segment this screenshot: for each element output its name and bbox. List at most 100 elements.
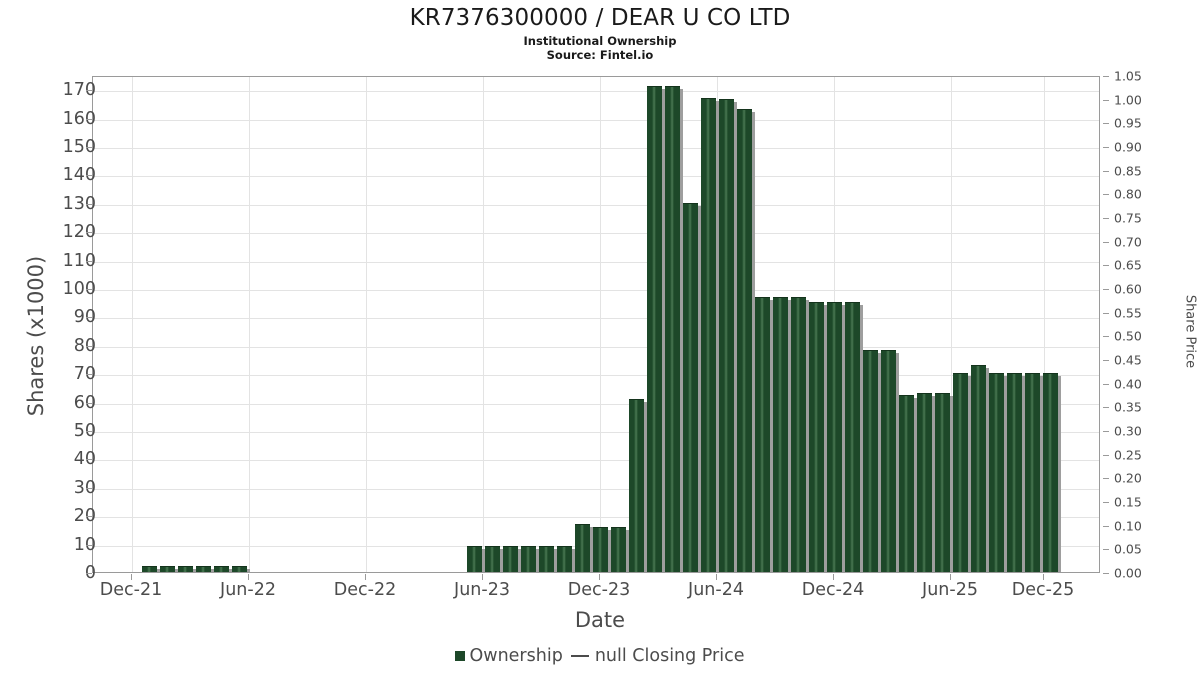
bar[interactable]	[809, 302, 827, 572]
y-axis-left-tick-label: 120	[62, 222, 96, 243]
bar[interactable]	[755, 296, 773, 572]
x-axis-tick-mark	[482, 574, 483, 580]
bar-cap	[1043, 373, 1058, 375]
y-axis-left-tick-label: 60	[73, 392, 96, 413]
bar[interactable]	[665, 86, 683, 572]
y-axis-left-tick-label: 50	[73, 421, 96, 441]
bar[interactable]	[719, 99, 737, 572]
x-axis-tick-label: Jun-25	[922, 580, 978, 600]
y-axis-right-tick-mark	[1103, 383, 1109, 385]
y-axis-right-tick-label: 0.70	[1114, 234, 1142, 250]
y-axis-right-tick-mark	[1103, 573, 1109, 574]
y-axis-right-tick-mark	[1103, 360, 1109, 361]
bar[interactable]	[557, 546, 575, 572]
bar[interactable]	[881, 350, 899, 572]
bar-cap	[701, 97, 716, 99]
y-axis-left-title: Shares (x1000)	[24, 255, 48, 417]
legend-item-ownership[interactable]: Ownership	[455, 646, 563, 666]
bar[interactable]	[521, 546, 539, 572]
y-axis-right-tick-label: 0.55	[1114, 305, 1142, 321]
bar[interactable]	[1043, 373, 1061, 572]
page-title: KR7376300000 / DEAR U CO LTD	[409, 5, 791, 31]
bar[interactable]	[611, 526, 629, 572]
y-axis-left-tick-mark	[86, 147, 92, 148]
x-axis-tick-label: Dec-25	[1011, 580, 1075, 600]
bar-cap	[827, 302, 842, 304]
bar[interactable]	[647, 86, 665, 572]
bar-cap	[773, 296, 788, 298]
bar[interactable]	[773, 296, 791, 572]
y-axis-right-title: Share Price	[1182, 294, 1198, 369]
y-axis-right-tick-mark	[1103, 312, 1109, 314]
y-axis-left-tick-label: 140	[62, 165, 96, 186]
bar-cap	[214, 566, 229, 568]
bar[interactable]	[827, 302, 845, 572]
y-axis-right-tick-label: 0.30	[1114, 423, 1142, 439]
bar[interactable]	[160, 566, 178, 572]
x-axis-tick-mark	[131, 574, 132, 580]
bar-cap	[881, 350, 896, 352]
bar-cap	[791, 296, 806, 298]
bar[interactable]	[953, 373, 971, 572]
bar[interactable]	[971, 364, 989, 572]
bar[interactable]	[737, 109, 755, 572]
x-axis-tick-label: Dec-23	[567, 580, 631, 600]
bar[interactable]	[142, 566, 160, 572]
y-axis-left-tick-label: 30	[73, 477, 96, 498]
x-axis-tick-label: Jun-24	[688, 580, 744, 600]
y-axis-left-tick-label: 10	[73, 534, 96, 555]
bar[interactable]	[575, 523, 593, 572]
gridline	[93, 261, 1099, 263]
chart-title-block: KR7376300000 / DEAR U CO LTD Institution…	[0, 4, 1200, 62]
bar[interactable]	[683, 202, 701, 572]
bar[interactable]	[917, 393, 935, 572]
gridline	[132, 77, 133, 572]
bar[interactable]	[989, 373, 1007, 572]
y-axis-left-tick-label: 70	[73, 364, 96, 385]
x-axis-tick-label: Dec-24	[801, 580, 865, 600]
y-axis-right-tick-label: 0.80	[1114, 186, 1142, 202]
bar[interactable]	[214, 566, 232, 572]
bar[interactable]	[845, 302, 863, 572]
bar[interactable]	[863, 350, 881, 572]
bar-cap	[485, 546, 500, 548]
y-axis-left-tick-label: 40	[73, 449, 96, 470]
bar[interactable]	[503, 546, 521, 572]
gridline	[366, 77, 367, 572]
bar[interactable]	[196, 566, 214, 572]
bar[interactable]	[701, 97, 719, 572]
bar-cap	[611, 526, 626, 528]
bar[interactable]	[935, 393, 953, 572]
bar[interactable]	[485, 546, 503, 572]
bar-cap	[917, 393, 932, 395]
bar-cap	[160, 566, 175, 568]
bar[interactable]	[467, 546, 485, 572]
bar[interactable]	[791, 296, 809, 572]
y-axis-left-tick-label: 100	[62, 279, 96, 299]
chart-source: Source: Fintel.io	[546, 48, 654, 62]
y-axis-right-tick-mark	[1103, 478, 1109, 480]
bar[interactable]	[1025, 373, 1043, 572]
legend-label-closing-price: null Closing Price	[594, 646, 745, 666]
y-axis-right-tick-label: 0.15	[1114, 494, 1142, 510]
y-axis-left-tick-mark	[86, 431, 92, 432]
bar[interactable]	[178, 566, 196, 572]
y-axis-right-tick-label: 0.60	[1114, 281, 1142, 297]
y-axis-left-tick-mark	[86, 459, 92, 461]
bar-cap	[719, 99, 734, 101]
bar[interactable]	[1007, 373, 1025, 572]
bar[interactable]	[593, 526, 611, 572]
y-axis-left-tick-mark	[86, 573, 92, 574]
y-axis-left-tick-mark	[86, 374, 92, 376]
bar[interactable]	[629, 398, 647, 572]
bar-cap	[593, 526, 608, 528]
y-axis-right-tick-mark	[1103, 123, 1109, 125]
legend-item-closing-price[interactable]: null Closing Price	[563, 646, 745, 666]
bar[interactable]	[232, 566, 250, 572]
bar-cap	[467, 546, 482, 548]
bar[interactable]	[539, 546, 557, 572]
bar-cap	[845, 302, 860, 304]
bar[interactable]	[899, 394, 917, 572]
y-axis-right-tick-mark	[1103, 336, 1109, 338]
y-axis-right-tick-label: 0.20	[1114, 470, 1142, 486]
